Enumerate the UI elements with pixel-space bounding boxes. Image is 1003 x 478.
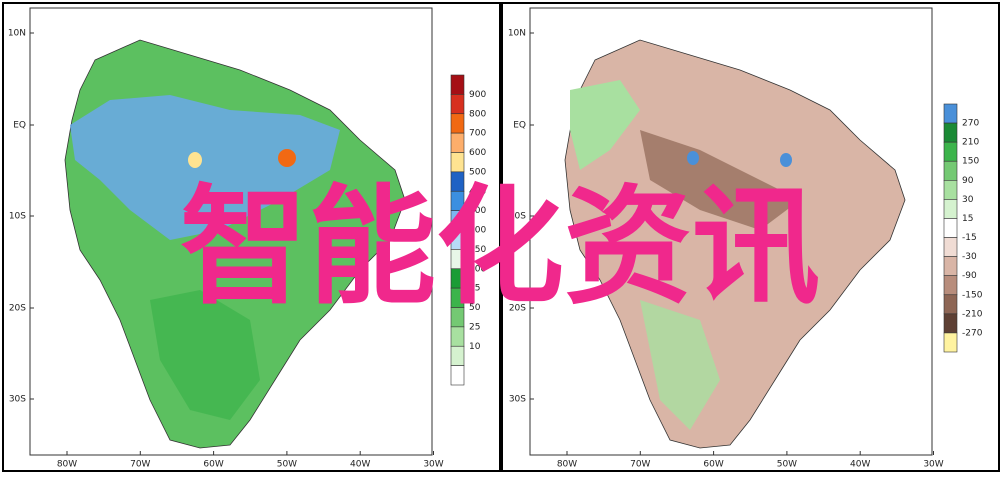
colorbar-label: 25 <box>469 322 480 332</box>
colorbar-label: -210 <box>962 309 983 319</box>
colorbar-box <box>450 345 465 366</box>
panel-frame <box>501 2 1000 472</box>
colorbar-box <box>450 326 465 347</box>
colorbar-box <box>943 103 958 124</box>
colorbar-label: 800 <box>469 109 486 119</box>
colorbar-label: -90 <box>962 271 977 281</box>
lat-label: 10S <box>509 212 526 222</box>
hotspot <box>278 149 296 167</box>
lat-label: EQ <box>513 121 526 131</box>
lon-label: 30W <box>923 460 943 470</box>
hotspot <box>780 153 792 167</box>
colorbar-label: -150 <box>962 290 983 300</box>
green-region <box>640 300 720 430</box>
colorbar-box <box>943 332 958 353</box>
colorbar-box <box>943 275 958 296</box>
lon-label: 50W <box>777 460 797 470</box>
colorbar-label: 600 <box>469 148 486 158</box>
colorbar-label: 100 <box>469 264 486 274</box>
colorbar-label: 210 <box>962 138 979 148</box>
lon-label: 80W <box>57 460 77 470</box>
green-region <box>570 80 640 170</box>
lon-label: 80W <box>557 460 577 470</box>
lat-label: 10N <box>508 29 526 39</box>
lat-label: 10N <box>8 29 26 39</box>
brown-region <box>640 130 800 230</box>
colorbar-box <box>943 141 958 162</box>
blue-region <box>70 95 340 240</box>
colorbar-label: 270 <box>962 119 979 129</box>
colorbar-box <box>450 74 465 95</box>
colorbar-label: 300 <box>469 206 486 216</box>
colorbar-box <box>450 94 465 115</box>
lat-label: 30S <box>9 395 26 405</box>
colorbar-box <box>943 180 958 200</box>
colorbar-box <box>943 160 958 181</box>
colorbar-label: 150 <box>469 245 486 255</box>
hotspot <box>687 151 699 165</box>
colorbar-box <box>450 365 465 386</box>
overlay-text: 智能化资讯 <box>180 173 820 322</box>
colorbar-label: 15 <box>962 214 973 224</box>
colorbar-box <box>943 313 958 334</box>
colorbar-box <box>450 113 465 134</box>
colorbar-box <box>943 256 958 276</box>
lon-label: 60W <box>703 460 723 470</box>
colorbar-label: 400 <box>469 187 486 197</box>
lat-label: 30S <box>509 395 526 405</box>
panel-frame <box>2 2 501 472</box>
colorbar-label: 500 <box>469 167 486 177</box>
colorbar-box <box>943 237 958 257</box>
colorbar-box <box>943 218 958 238</box>
lon-label: 30W <box>423 460 443 470</box>
green-region <box>150 290 260 420</box>
colorbar-box <box>943 294 958 315</box>
colorbar-label: 30 <box>962 195 974 205</box>
lon-label: 70W <box>130 460 150 470</box>
left-panel: 10N EQ 10S 20S 30S 80W 70W 60W 50W 40W 30W 900 800 70… <box>2 2 501 472</box>
colorbar-label: 50 <box>469 303 481 313</box>
colorbar-label: 90 <box>962 176 974 186</box>
lat-label: 20S <box>9 304 26 314</box>
lat-label: 20S <box>509 304 526 314</box>
lon-label: 60W <box>203 460 223 470</box>
colorbar-label: -30 <box>962 252 977 262</box>
colorbar-box <box>450 152 465 173</box>
right-panel: 10N EQ 10S 20S 30S 80W 70W 60W 50W 40W 30W 270 210 15… <box>501 2 1000 472</box>
colorbar-box <box>450 132 465 153</box>
lon-label: 40W <box>350 460 370 470</box>
colorbar-label: 200 <box>469 226 486 236</box>
colorbar-box <box>943 199 958 219</box>
colorbar-label: 900 <box>469 90 486 100</box>
colorbar-label: 10 <box>469 342 481 352</box>
colorbar-box <box>943 122 958 143</box>
lon-label: 70W <box>630 460 650 470</box>
lon-label: 40W <box>850 460 870 470</box>
colorbar-label: 150 <box>962 157 979 167</box>
colorbar-label: 700 <box>469 129 486 139</box>
colorbar-label: 75 <box>469 284 480 294</box>
lat-label: 10S <box>9 212 26 222</box>
colorbar-label: -15 <box>962 233 977 243</box>
lon-label: 50W <box>277 460 297 470</box>
lat-label: EQ <box>13 121 26 131</box>
colorbar-label: -270 <box>962 328 983 338</box>
hotspot <box>188 152 202 168</box>
